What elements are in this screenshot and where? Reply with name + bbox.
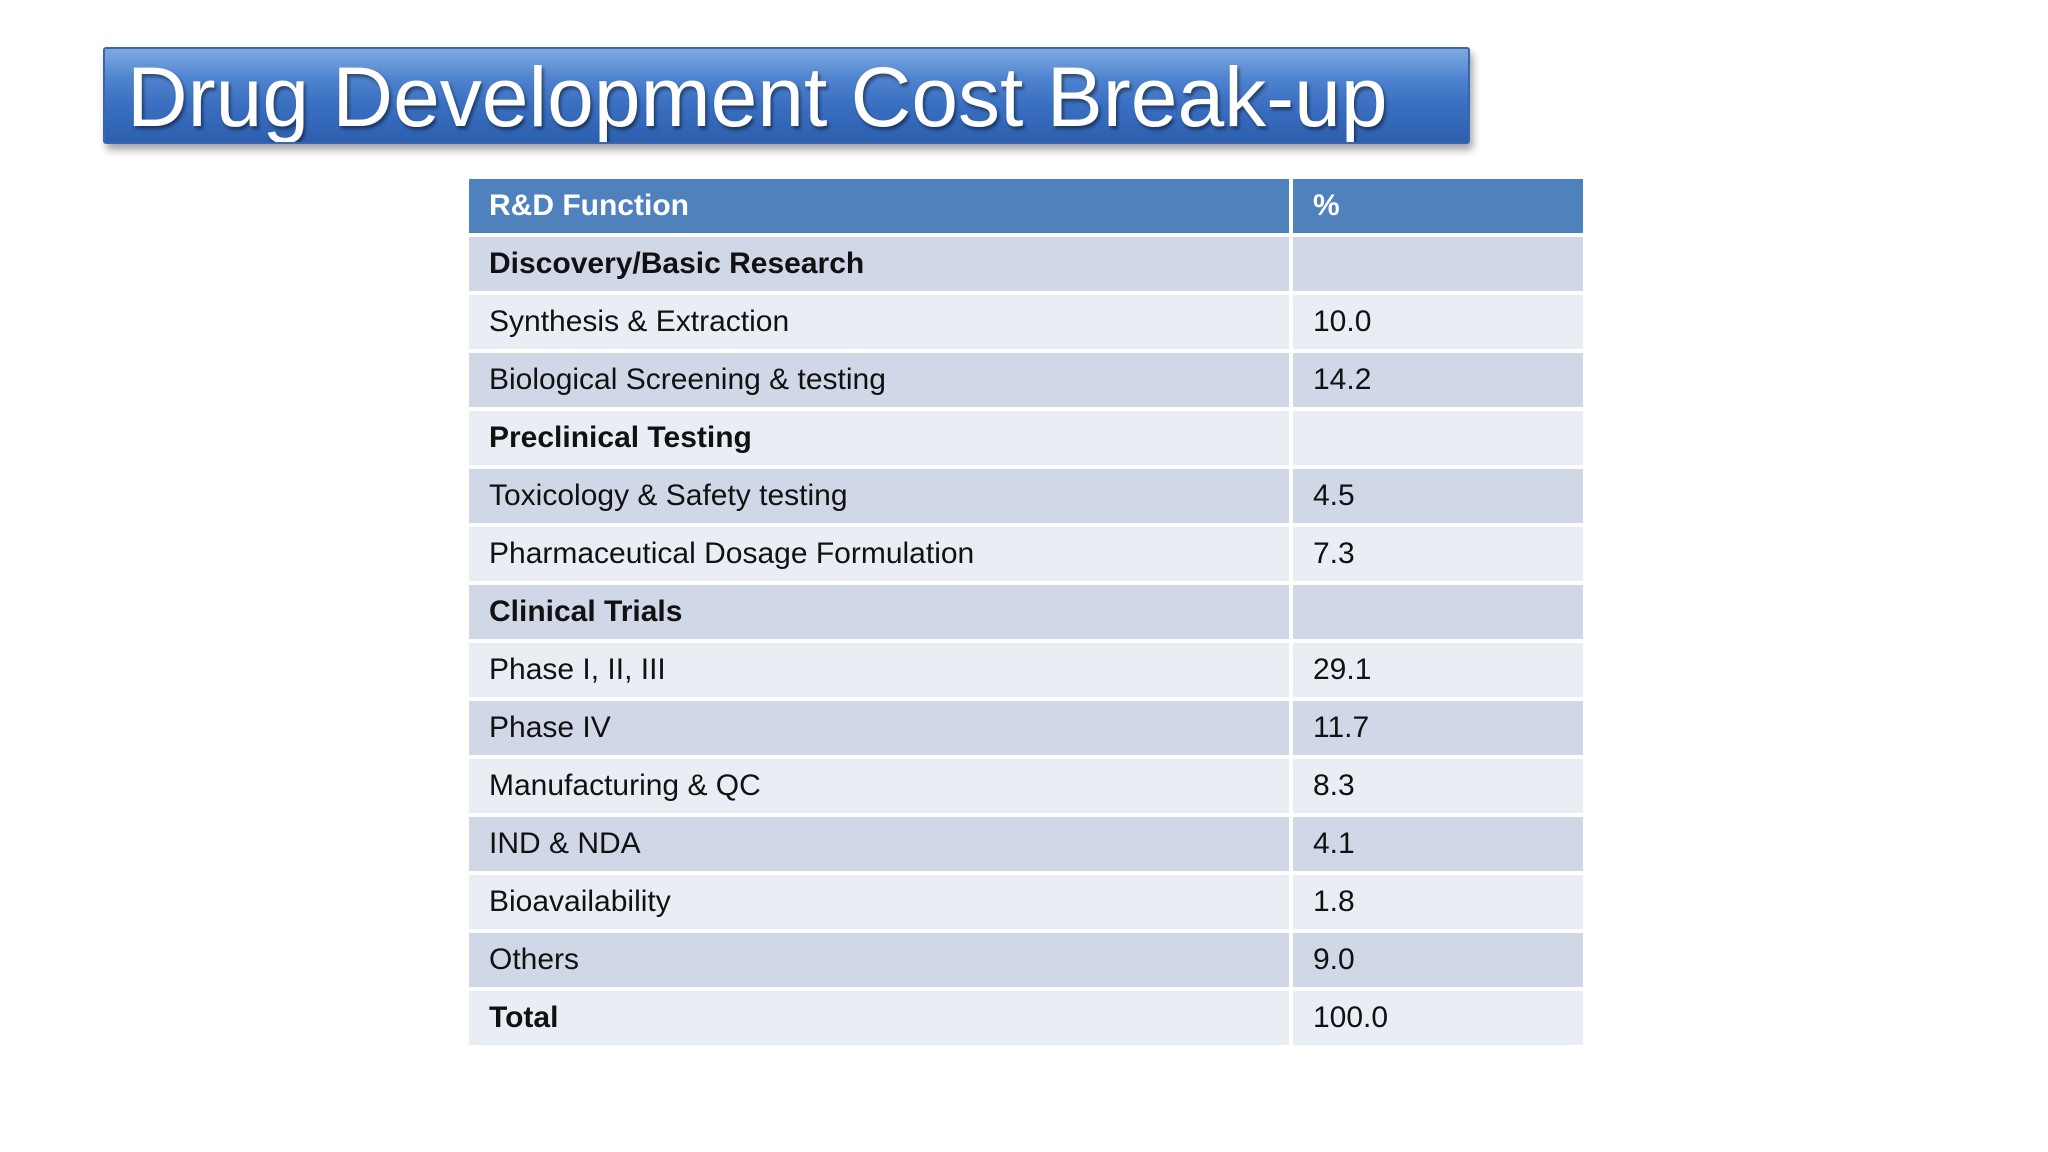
row-percent-cell: 8.3 xyxy=(1293,759,1583,817)
row-function-cell: Others xyxy=(469,933,1293,991)
row-function-cell: Manufacturing & QC xyxy=(469,759,1293,817)
row-percent-cell: 14.2 xyxy=(1293,353,1583,411)
row-function-cell: Clinical Trials xyxy=(469,585,1293,643)
table-row: Preclinical Testing xyxy=(469,411,1583,469)
table-row: IND & NDA 4.1 xyxy=(469,817,1583,875)
row-function-cell: Toxicology & Safety testing xyxy=(469,469,1293,527)
row-percent-cell: 9.0 xyxy=(1293,933,1583,991)
table-row: Synthesis & Extraction 10.0 xyxy=(469,295,1583,353)
row-function-cell: Preclinical Testing xyxy=(469,411,1293,469)
table-row: Others 9.0 xyxy=(469,933,1583,991)
row-function-cell: Total xyxy=(469,991,1293,1049)
table-row: Biological Screening & testing 14.2 xyxy=(469,353,1583,411)
row-function-cell: Phase I, II, III xyxy=(469,643,1293,701)
header-percent: % xyxy=(1293,179,1583,237)
row-percent-cell: 1.8 xyxy=(1293,875,1583,933)
table-row: Manufacturing & QC 8.3 xyxy=(469,759,1583,817)
row-function-cell: Discovery/Basic Research xyxy=(469,237,1293,295)
row-function-cell: Pharmaceutical Dosage Formulation xyxy=(469,527,1293,585)
row-function-cell: Bioavailability xyxy=(469,875,1293,933)
row-percent-cell xyxy=(1293,411,1583,469)
table-row: Toxicology & Safety testing 4.5 xyxy=(469,469,1583,527)
row-function-cell: IND & NDA xyxy=(469,817,1293,875)
row-percent-cell: 7.3 xyxy=(1293,527,1583,585)
row-percent-cell: 29.1 xyxy=(1293,643,1583,701)
table-row: Phase I, II, III 29.1 xyxy=(469,643,1583,701)
row-percent-cell: 4.5 xyxy=(1293,469,1583,527)
row-percent-cell: 100.0 xyxy=(1293,991,1583,1049)
row-percent-cell xyxy=(1293,237,1583,295)
row-function-cell: Biological Screening & testing xyxy=(469,353,1293,411)
row-percent-cell: 10.0 xyxy=(1293,295,1583,353)
row-function-cell: Phase IV xyxy=(469,701,1293,759)
table-row: Discovery/Basic Research xyxy=(469,237,1583,295)
table-header-row: R&D Function % xyxy=(469,179,1583,237)
row-percent-cell xyxy=(1293,585,1583,643)
table-body: Discovery/Basic Research Synthesis & Extr… xyxy=(469,237,1583,1049)
header-rd-function: R&D Function xyxy=(469,179,1293,237)
table-row: Bioavailability 1.8 xyxy=(469,875,1583,933)
slide-title: Drug Development Cost Break-up xyxy=(127,50,1388,144)
table-row: Pharmaceutical Dosage Formulation 7.3 xyxy=(469,527,1583,585)
table-row: Phase IV 11.7 xyxy=(469,701,1583,759)
title-banner: Drug Development Cost Break-up xyxy=(103,47,1470,144)
row-function-cell: Synthesis & Extraction xyxy=(469,295,1293,353)
cost-table: R&D Function % Discovery/Basic Research S… xyxy=(469,179,1583,1049)
table-row: Clinical Trials xyxy=(469,585,1583,643)
row-percent-cell: 11.7 xyxy=(1293,701,1583,759)
row-percent-cell: 4.1 xyxy=(1293,817,1583,875)
table-row: Total 100.0 xyxy=(469,991,1583,1049)
